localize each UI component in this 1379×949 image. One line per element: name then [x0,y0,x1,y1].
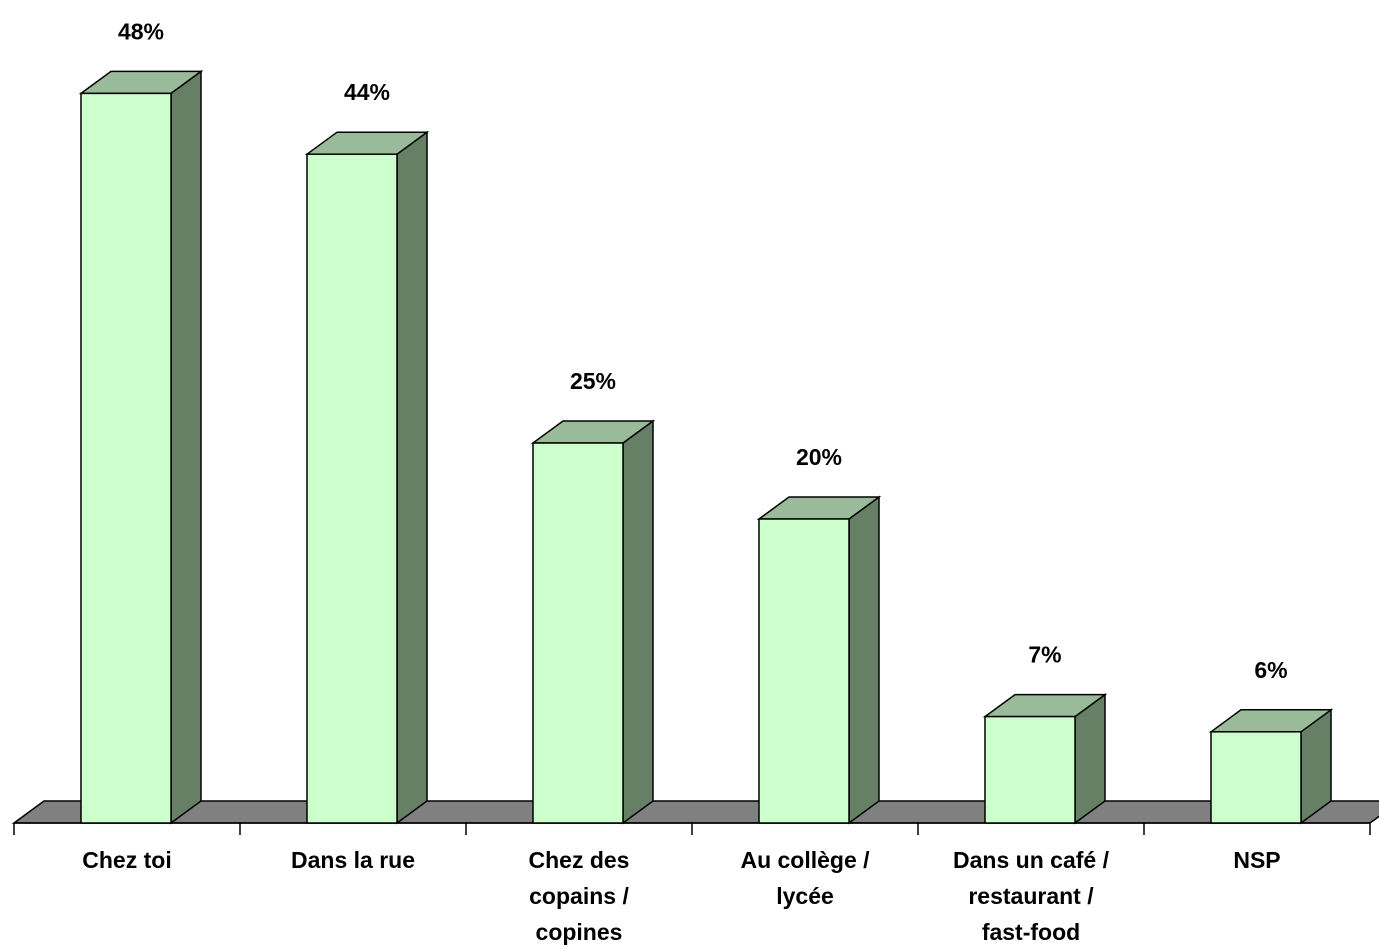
category-labels: Chez toi Dans la rue Chez des copains / copi… [82,847,1280,945]
bar-front-face [532,442,624,824]
category-label: NSP [1233,847,1280,873]
category-label: Au collège / lycée [740,847,870,909]
category-label: Dans un café / restaurant / fast-food [953,847,1110,945]
category-label: Dans la rue [291,847,415,873]
category-label: Chez toi [82,847,171,873]
floor-plane [11,800,1379,824]
data-label: 44% [344,79,390,105]
data-label: 25% [570,368,616,394]
category-label: Chez des copains / copines [529,847,630,945]
bar-side-face [848,495,880,825]
bar-side-face [170,69,202,825]
bar-front-face [80,92,172,824]
bar [756,495,882,825]
bar-front-face [758,518,850,824]
data-label: 48% [118,18,164,44]
bar [304,130,430,825]
bar-side-face [622,419,654,825]
data-label: 7% [1028,642,1061,668]
bar [982,693,1108,825]
value-labels: 48% 44% 25% 20% 7% 6% [118,18,1288,682]
bar-front-face [1210,731,1302,824]
bar [78,69,204,825]
bar-front-face [984,715,1076,824]
data-label: 20% [796,444,842,470]
bar-side-face [396,130,428,825]
bar [1208,708,1334,825]
data-label: 6% [1254,657,1287,683]
x-axis [13,822,1371,835]
bars [78,69,1334,825]
bar-front-face [306,153,398,824]
bar [530,419,656,825]
chart-floor [11,800,1379,824]
